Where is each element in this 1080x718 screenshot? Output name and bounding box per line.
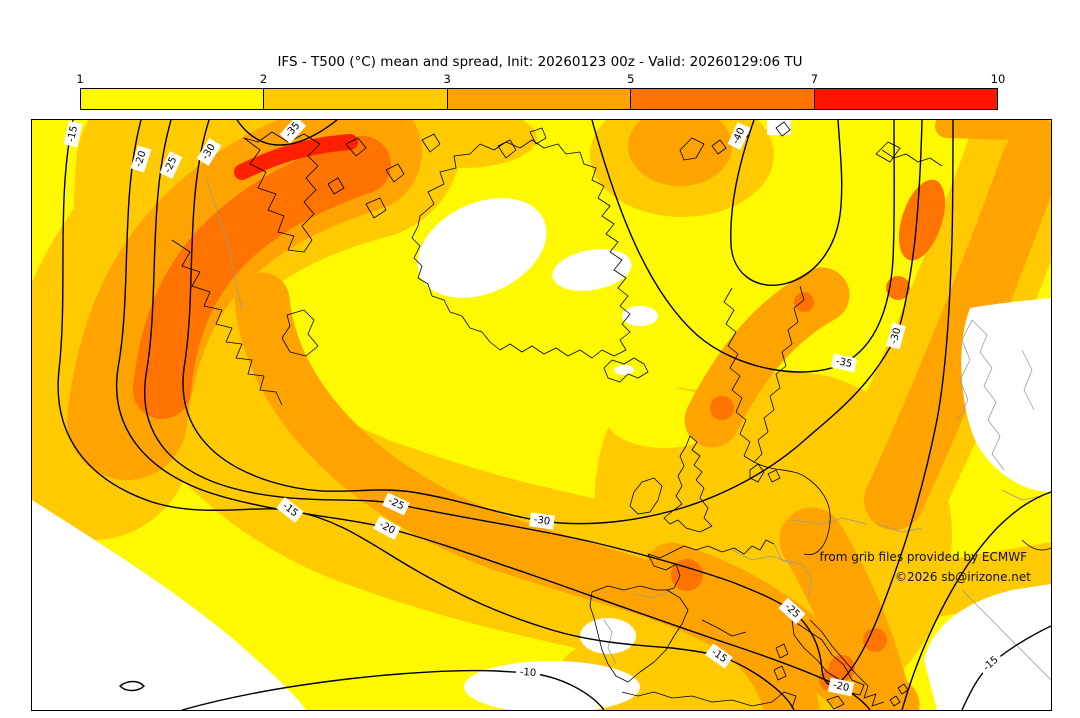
spread-fill-orange-top xyxy=(628,120,732,186)
colorbar-tick-label: 1 xyxy=(76,72,84,86)
colorbar-tick-label: 3 xyxy=(443,72,451,86)
contour-label: -15 xyxy=(705,643,733,669)
colorbar-tick-labels: 1 2 3 5 7 10 xyxy=(76,72,1005,87)
contour-label: -10 xyxy=(515,665,541,681)
credits-ecmwf: from grib files provided by ECMWF xyxy=(819,550,1027,564)
contour-label: -30 xyxy=(886,322,906,350)
colorbar-segment xyxy=(630,89,814,109)
svg-text:-35: -35 xyxy=(835,356,853,370)
colorbar-segment xyxy=(813,89,998,109)
svg-text:-30: -30 xyxy=(533,514,551,527)
contour-label: -35 xyxy=(830,353,858,373)
spread-fill-dark-orange xyxy=(133,136,946,691)
svg-text:-20: -20 xyxy=(133,150,149,169)
spread-fill-red xyxy=(234,134,358,180)
contour-labels: -15-20 -25-30-35 -40-35-30-30-25-20-15-25-… xyxy=(63,120,1005,697)
map-panel: -15 -20 -25 -30 -35 -40 -35 -30 -30 -25 -20 -15 -25-… xyxy=(31,119,1052,711)
colorbar-tick-label: 2 xyxy=(259,72,268,86)
low-spread-white-regions xyxy=(32,120,1051,710)
colorbar-tick-label: 7 xyxy=(810,72,819,86)
credits-site: ©2026 sb@irizone.net xyxy=(895,570,1031,584)
contour-label: -20 xyxy=(130,145,152,173)
contour-label: -15 xyxy=(63,120,83,148)
colorbar-tick-label: 5 xyxy=(627,72,635,86)
contour-label: -15 xyxy=(977,650,1005,678)
contour-label: -30 xyxy=(196,138,222,166)
country-borders xyxy=(206,179,1051,681)
svg-text:-15: -15 xyxy=(66,125,80,143)
spread-colorbar: 1 2 3 5 7 10 xyxy=(76,72,1005,112)
colorbar-segment xyxy=(81,89,264,109)
svg-text:-20: -20 xyxy=(832,680,850,694)
colorbar-segments xyxy=(80,88,998,110)
contour-label: -30 xyxy=(529,512,555,530)
page-title: IFS - T500 (°C) mean and spread, Init: 2… xyxy=(277,54,803,70)
contour-label: -20 xyxy=(373,516,401,540)
contour-label: -35 xyxy=(279,120,307,144)
contour-label: -25 xyxy=(159,151,183,179)
contour-label: -15 xyxy=(276,497,304,523)
weather-map-svg: -15-20 -25-30-35 -40-35-30-30-25-20-15-25-… xyxy=(32,120,1051,710)
contour-label: -20 xyxy=(827,677,855,697)
svg-text:-10: -10 xyxy=(519,667,536,679)
contour-label: -25 xyxy=(382,492,410,516)
colorbar-segment xyxy=(446,89,631,109)
svg-text:-30: -30 xyxy=(889,327,904,346)
contour-label: -25 xyxy=(778,597,806,625)
colorbar-segment xyxy=(263,89,447,109)
contour-label: -40 xyxy=(727,122,751,150)
colorbar-tick-label: 10 xyxy=(990,72,1006,86)
